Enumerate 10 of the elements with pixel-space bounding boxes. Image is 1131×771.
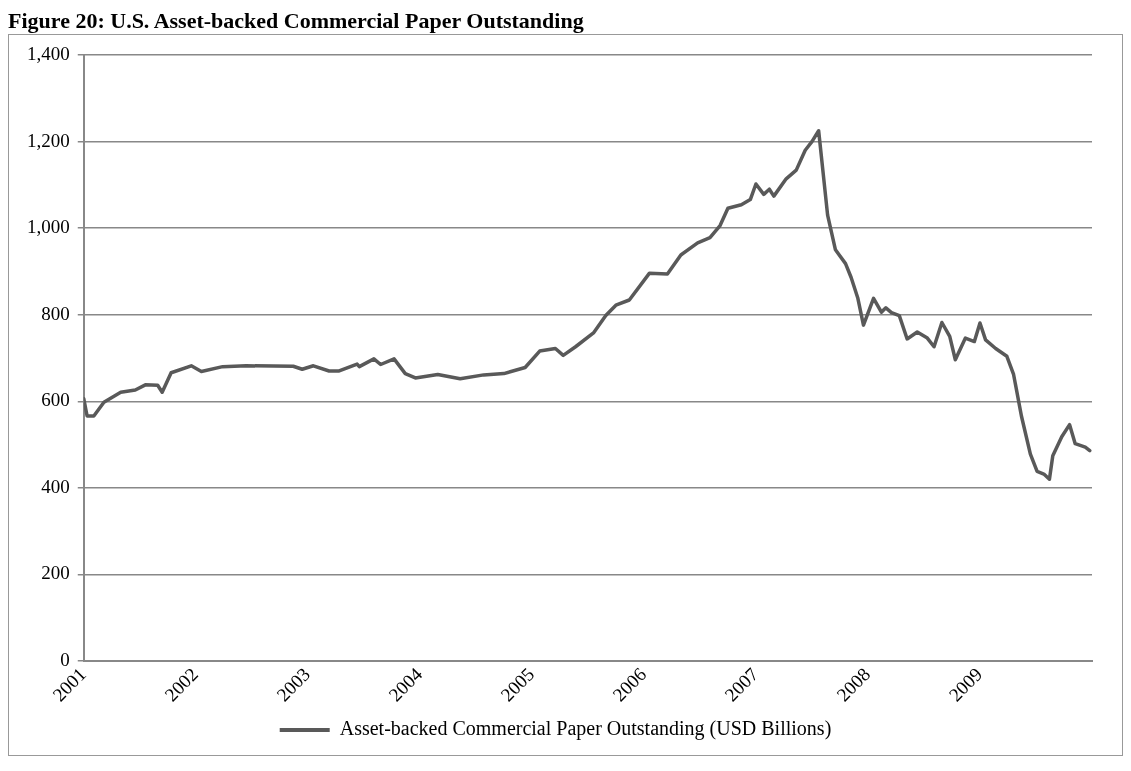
y-tick-label: 1,200 bbox=[27, 129, 70, 151]
y-tick-label: 800 bbox=[41, 302, 70, 324]
y-tick-label: 400 bbox=[41, 475, 70, 497]
chart-title: Figure 20: U.S. Asset-backed Commercial Paper Outstanding bbox=[8, 8, 585, 34]
y-tick-label: 200 bbox=[41, 562, 70, 584]
y-tick-label: 0 bbox=[60, 648, 70, 670]
y-tick-label: 1,000 bbox=[27, 216, 70, 238]
y-tick-label: 600 bbox=[41, 389, 70, 411]
y-tick-label: 1,400 bbox=[27, 42, 70, 64]
legend-label: Asset-backed Commercial Paper Outstanding (USD Billions) bbox=[339, 717, 832, 741]
